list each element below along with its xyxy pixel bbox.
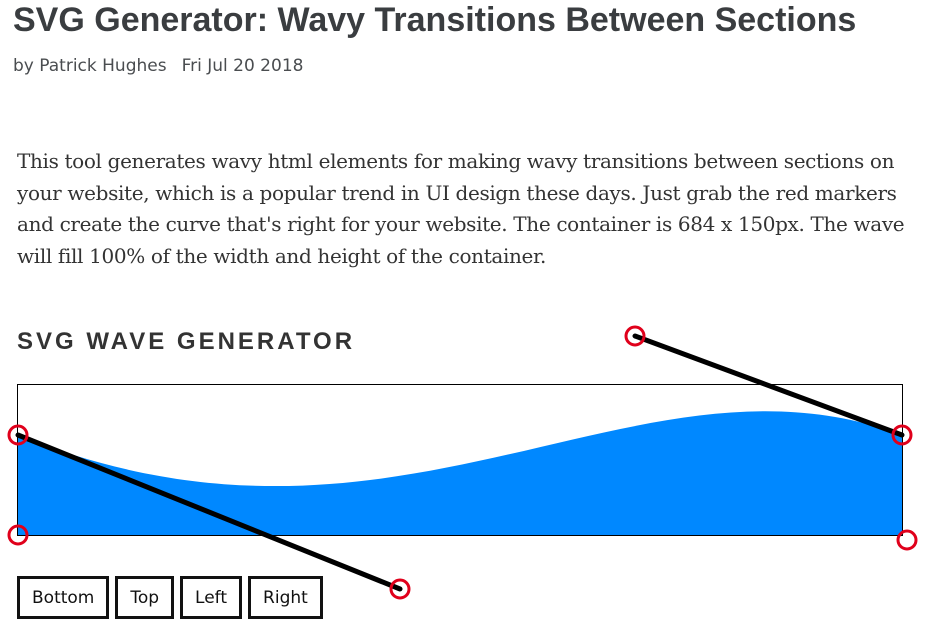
wave-position-buttons: Bottom Top Left Right xyxy=(17,576,323,619)
end-point-marker[interactable] xyxy=(891,424,913,446)
right-button[interactable]: Right xyxy=(248,576,323,619)
intro-paragraph: This tool generates wavy html elements f… xyxy=(17,149,905,268)
byline: by Patrick Hughes xyxy=(13,56,167,76)
bottom-button[interactable]: Bottom xyxy=(17,576,110,619)
control-point-2-marker[interactable] xyxy=(624,325,646,347)
left-button[interactable]: Left xyxy=(180,576,243,619)
bottom-left-marker[interactable] xyxy=(7,524,29,546)
control-point-1-marker[interactable] xyxy=(389,578,411,600)
top-button[interactable]: Top xyxy=(115,576,175,619)
wave-shape xyxy=(18,411,902,535)
article-meta: by Patrick Hughes Fri Jul 20 2018 xyxy=(13,54,303,78)
publish-date: Fri Jul 20 2018 xyxy=(181,56,304,76)
start-point-marker[interactable] xyxy=(7,424,29,446)
left-handle-line xyxy=(15,432,403,592)
generator-heading: SVG WAVE GENERATOR xyxy=(17,328,356,355)
page-title: SVG Generator: Wavy Transitions Between … xyxy=(13,1,857,39)
bottom-right-marker[interactable] xyxy=(896,529,918,551)
right-handle-line xyxy=(632,333,905,438)
